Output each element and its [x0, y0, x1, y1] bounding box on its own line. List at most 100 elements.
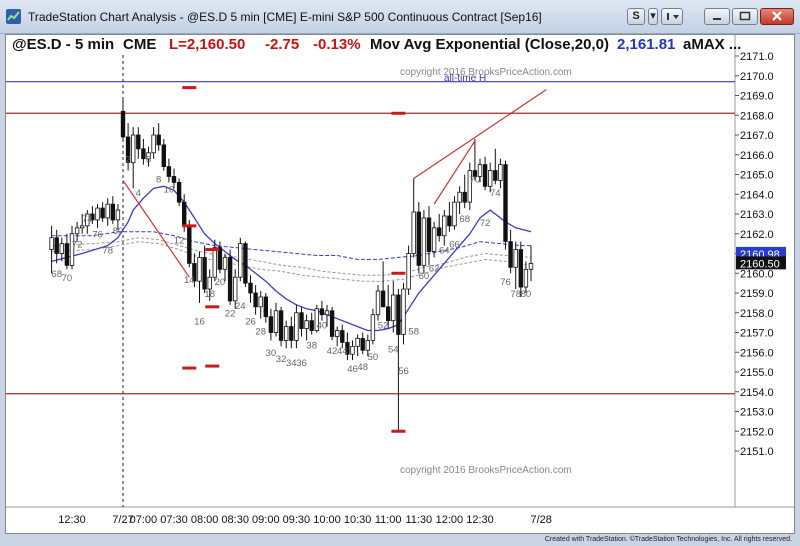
candle-body-down: [243, 243, 248, 284]
x-tick-label: 08:30: [221, 514, 249, 526]
bar-number: 18: [204, 289, 215, 300]
candle-body-up: [334, 330, 340, 337]
candle-body-up: [232, 276, 238, 302]
bar-number: 76: [500, 277, 511, 288]
candle-body-down: [493, 170, 498, 181]
more-studies-label: aMAX ...: [683, 36, 741, 53]
candle-body-down: [299, 312, 304, 329]
minimize-button[interactable]: [704, 8, 730, 25]
price-chart[interactable]: 68 70727476788024681012141618202224262830…: [6, 35, 794, 533]
settings-button[interactable]: [661, 8, 683, 25]
x-tick-label: 08:00: [191, 514, 219, 526]
candle-body-up: [355, 338, 360, 347]
bar-number: 64: [439, 246, 450, 257]
close-icon: [772, 11, 782, 21]
candle-body-down: [176, 181, 182, 203]
all-time-high-label: all-time H: [444, 73, 486, 84]
y-tick-label: 2166.0: [740, 150, 774, 162]
candle-body-down: [329, 310, 335, 337]
trend-line: [122, 180, 190, 278]
study-value-label: 2,161.81: [617, 36, 675, 53]
x-tick-label: 07:00: [130, 514, 158, 526]
upper-band-line: [51, 231, 531, 260]
candle-body-down: [482, 164, 488, 187]
s-button[interactable]: S: [627, 8, 645, 25]
bar-number: 50: [368, 352, 379, 363]
candle-body-down: [278, 310, 284, 341]
level-markers: [182, 86, 406, 433]
moving-average-bands: [51, 185, 532, 332]
candle-body-down: [64, 243, 70, 266]
candle-body-down: [436, 227, 442, 237]
y-tick-label: 2168.0: [740, 110, 774, 122]
y-tick-label: 2163.0: [740, 209, 774, 221]
bar-number: 70: [470, 174, 481, 185]
candle-body-down: [227, 257, 233, 302]
trend-line: [433, 140, 476, 205]
candle-body-down: [416, 211, 421, 266]
dropdown-icon: [667, 13, 679, 20]
candle-body-down: [503, 164, 508, 243]
candle-body-down: [120, 110, 126, 138]
level-marker: [205, 305, 220, 309]
bar-number: 68: [51, 269, 62, 280]
y-tick-label: 2165.0: [740, 170, 774, 182]
candle-body-down: [181, 201, 187, 227]
bar-number: 80: [521, 289, 532, 300]
bar-number: 40: [317, 321, 328, 332]
y-tick-label: 2170.0: [740, 71, 774, 83]
candle-body-up: [304, 320, 309, 329]
level-marker: [391, 429, 406, 433]
y-tick-label: 2171.0: [740, 51, 774, 63]
bar-number: 66: [449, 240, 460, 251]
candle-body-up: [85, 213, 90, 227]
bar-number: 74: [82, 214, 93, 225]
title-bar: TradeStation Chart Analysis - @ES.D 5 mi…: [0, 0, 800, 34]
candle-body-down: [187, 225, 192, 264]
close-button[interactable]: [760, 8, 794, 25]
level-marker: [391, 111, 406, 115]
bar-number: 70: [62, 273, 73, 284]
bar-number: 20: [215, 277, 226, 288]
candle-body-up: [365, 339, 370, 351]
y-tick-label: 2152.0: [740, 426, 774, 438]
candle-body-down: [447, 215, 452, 227]
y-tick-label: 2160.0: [740, 268, 774, 280]
candle-body-down: [217, 247, 223, 270]
candle-body-down: [340, 330, 345, 343]
candle-body-up: [406, 253, 411, 290]
x-tick-label: 09:00: [252, 514, 280, 526]
level-marker: [205, 248, 220, 252]
minimize-icon: [713, 18, 721, 20]
candle-body-down: [380, 290, 386, 308]
candlesticks: [49, 99, 534, 432]
bar-number: 22: [225, 309, 236, 320]
candle-body-up: [442, 215, 447, 237]
change-pct-label: -0.13%: [313, 36, 361, 53]
candle-body-down: [319, 308, 325, 316]
symbol-label: @ES.D - 5 min: [12, 36, 114, 53]
dropdown-arrow-button[interactable]: ▾: [648, 8, 658, 25]
bar-number: 14: [184, 275, 195, 286]
y-tick-label: 2153.0: [740, 407, 774, 419]
bar-number: 74: [490, 188, 501, 199]
last-price-label: L=2,160.50: [169, 36, 245, 53]
trend-line: [413, 89, 547, 179]
candle-body-down: [462, 191, 467, 203]
window-title: TradeStation Chart Analysis - @ES.D 5 mi…: [28, 10, 542, 24]
trend-lines: [122, 89, 547, 278]
level-marker: [391, 271, 406, 275]
maximize-button[interactable]: [732, 8, 758, 25]
candle-body-up: [457, 191, 462, 203]
candle-body-up: [467, 170, 472, 203]
y-tick-label: 2154.0: [740, 387, 774, 399]
x-tick-label: 09:30: [283, 514, 311, 526]
bar-number: 72: [480, 218, 491, 229]
x-tick-label: 10:00: [313, 514, 341, 526]
x-tick-label: 12:00: [436, 514, 464, 526]
level-marker: [182, 224, 197, 228]
x-tick-label: 11:30: [405, 514, 432, 526]
chart-panel[interactable]: 68 70 72 74 76 78 80 2 4 6 8 10 12 14 16 18 20 22 24 26 28 30…: [5, 34, 795, 534]
candle-body-down: [426, 217, 432, 252]
bar-number: 80: [113, 226, 124, 237]
